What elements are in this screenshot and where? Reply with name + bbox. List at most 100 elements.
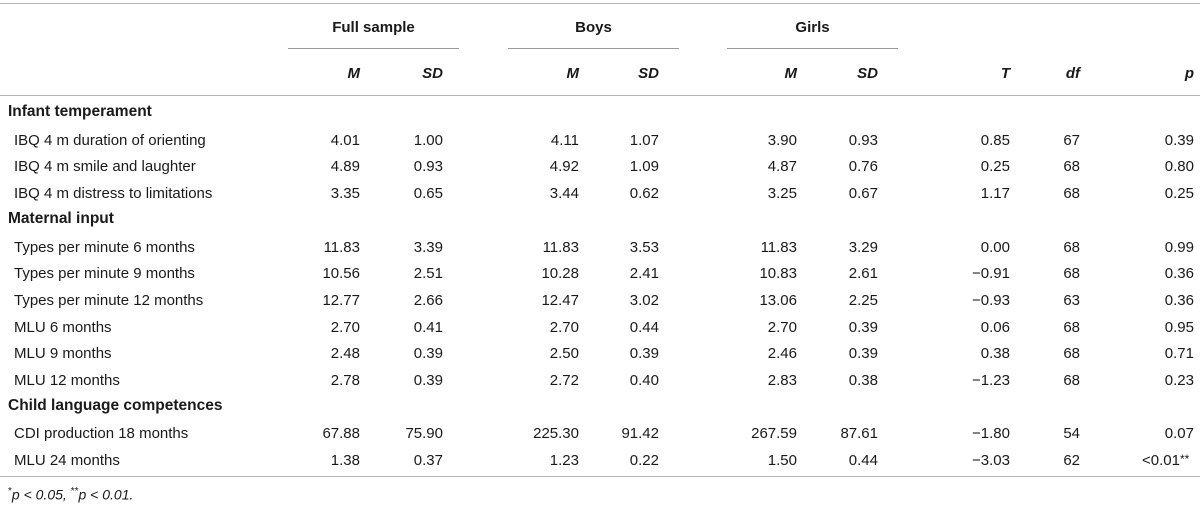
row-label: MLU 6 months bbox=[14, 318, 112, 336]
cell-t: −0.91 bbox=[972, 265, 1010, 283]
cell-full-m: 2.70 bbox=[330, 318, 360, 336]
cell-full-m: 11.83 bbox=[323, 238, 360, 256]
table-footnote: *p < 0.05, **p < 0.01. bbox=[8, 486, 133, 503]
cell-boys-sd: 0.40 bbox=[629, 372, 659, 389]
row-label: MLU 12 months bbox=[14, 372, 120, 389]
cell-boys-m: 2.72 bbox=[549, 372, 579, 389]
cell-full-m: 4.89 bbox=[330, 158, 360, 176]
footnote-star2-mark: ** bbox=[70, 486, 79, 497]
section-title: Infant temperament bbox=[8, 103, 152, 120]
cell-boys-m: 4.92 bbox=[549, 158, 579, 176]
group-underline-girls bbox=[727, 48, 898, 49]
cell-t: −3.03 bbox=[972, 452, 1010, 470]
cell-p: 0.71 bbox=[1164, 345, 1194, 363]
section-title: Child language competences bbox=[8, 396, 223, 414]
table-top-rule bbox=[0, 3, 1200, 4]
cell-girls-m: 267.59 bbox=[751, 425, 797, 443]
cell-girls-sd: 0.67 bbox=[848, 185, 878, 203]
cell-boys-sd: 0.44 bbox=[629, 318, 659, 336]
cell-p: 0.80 bbox=[1164, 158, 1194, 176]
subheader-full-m: M bbox=[347, 65, 361, 82]
group-header-boys: Boys bbox=[575, 19, 612, 36]
cell-boys-m: 3.44 bbox=[549, 185, 579, 203]
cell-p: 0.36 bbox=[1164, 291, 1194, 309]
cell-t: 0.06 bbox=[980, 318, 1010, 336]
cell-girls-sd: 2.25 bbox=[848, 291, 878, 309]
cell-girls-m: 2.46 bbox=[767, 345, 797, 363]
cell-girls-sd: 0.44 bbox=[848, 452, 878, 470]
table-bottom-rule bbox=[0, 476, 1200, 477]
cell-boys-m: 225.30 bbox=[533, 425, 579, 443]
cell-boys-m: 11.83 bbox=[542, 238, 579, 256]
cell-df: 54 bbox=[1063, 425, 1080, 443]
row-label: Types per minute 6 months bbox=[14, 238, 195, 256]
cell-boys-m: 2.50 bbox=[549, 345, 579, 363]
cell-girls-sd: 3.29 bbox=[848, 238, 878, 256]
cell-girls-m: 3.90 bbox=[767, 131, 797, 149]
cell-df: 68 bbox=[1063, 185, 1080, 203]
cell-girls-m: 3.25 bbox=[767, 185, 797, 203]
cell-df: 68 bbox=[1063, 158, 1080, 176]
group-header-girls: Girls bbox=[795, 19, 830, 36]
cell-p: 0.95 bbox=[1164, 318, 1194, 336]
cell-full-m: 67.88 bbox=[322, 425, 360, 443]
cell-t: −0.93 bbox=[972, 291, 1010, 309]
header-bottom-rule bbox=[0, 95, 1200, 96]
significance-mark: ** bbox=[1180, 452, 1190, 467]
cell-df: 68 bbox=[1063, 345, 1080, 363]
cell-girls-sd: 0.39 bbox=[848, 318, 878, 336]
subheader-p: p bbox=[1184, 65, 1194, 82]
cell-full-sd: 0.93 bbox=[413, 158, 443, 176]
cell-boys-sd: 3.53 bbox=[629, 238, 659, 256]
cell-boys-sd: 91.42 bbox=[621, 425, 659, 443]
cell-df: 68 bbox=[1063, 318, 1080, 336]
cell-full-m: 10.56 bbox=[322, 265, 360, 283]
cell-full-sd: 0.41 bbox=[413, 318, 443, 336]
cell-girls-sd: 0.76 bbox=[848, 158, 878, 176]
cell-full-m: 2.78 bbox=[330, 372, 360, 389]
cell-full-m: 1.38 bbox=[330, 452, 360, 470]
cell-full-sd: 1.00 bbox=[413, 131, 443, 149]
cell-p: 0.99 bbox=[1164, 238, 1194, 256]
footnote-star1-text: p < 0.05, bbox=[11, 486, 71, 503]
cell-t: 0.00 bbox=[980, 238, 1010, 256]
cell-p: <0.01 bbox=[1142, 452, 1180, 470]
cell-girls-m: 4.87 bbox=[767, 158, 797, 176]
cell-t: −1.80 bbox=[972, 425, 1010, 443]
row-label: MLU 24 months bbox=[14, 452, 120, 470]
cell-t: 0.25 bbox=[980, 158, 1010, 176]
subheader-girls-m: M bbox=[784, 65, 798, 82]
footnote-star1-mark: * bbox=[8, 486, 12, 497]
cell-p: 0.25 bbox=[1164, 185, 1194, 203]
cell-girls-sd: 87.61 bbox=[840, 425, 878, 443]
cell-t: 1.17 bbox=[980, 185, 1010, 203]
subheader-t: T bbox=[1000, 65, 1010, 82]
row-label: IBQ 4 m distress to limitations bbox=[14, 185, 213, 203]
cell-p: 0.39 bbox=[1164, 131, 1194, 149]
cell-df: 62 bbox=[1063, 452, 1080, 470]
cell-full-sd: 0.39 bbox=[413, 372, 443, 389]
cell-girls-m: 13.06 bbox=[759, 291, 797, 309]
cell-full-sd: 75.90 bbox=[405, 425, 443, 443]
row-label: MLU 9 months bbox=[14, 345, 112, 363]
cell-girls-sd: 0.93 bbox=[848, 131, 878, 149]
cell-girls-sd: 2.61 bbox=[848, 265, 878, 283]
section-title: Maternal input bbox=[8, 209, 114, 227]
subheader-girls-sd: SD bbox=[857, 65, 878, 82]
cell-df: 68 bbox=[1063, 265, 1080, 283]
cell-boys-m: 10.28 bbox=[541, 265, 579, 283]
row-label: Types per minute 12 months bbox=[14, 291, 204, 309]
cell-df: 63 bbox=[1063, 291, 1080, 309]
cell-girls-m: 2.83 bbox=[767, 372, 797, 389]
cell-girls-sd: 0.38 bbox=[848, 372, 878, 389]
cell-boys-sd: 2.41 bbox=[629, 265, 659, 283]
cell-t: 0.85 bbox=[980, 131, 1010, 149]
row-label: Types per minute 9 months bbox=[14, 265, 195, 283]
cell-df: 68 bbox=[1063, 372, 1080, 389]
cell-full-m: 4.01 bbox=[330, 131, 360, 149]
cell-girls-m: 11.83 bbox=[760, 238, 797, 256]
subheader-full-sd: SD bbox=[422, 65, 443, 82]
cell-full-sd: 2.66 bbox=[413, 291, 443, 309]
cell-boys-sd: 0.62 bbox=[629, 185, 659, 203]
cell-t: −1.23 bbox=[972, 372, 1010, 389]
